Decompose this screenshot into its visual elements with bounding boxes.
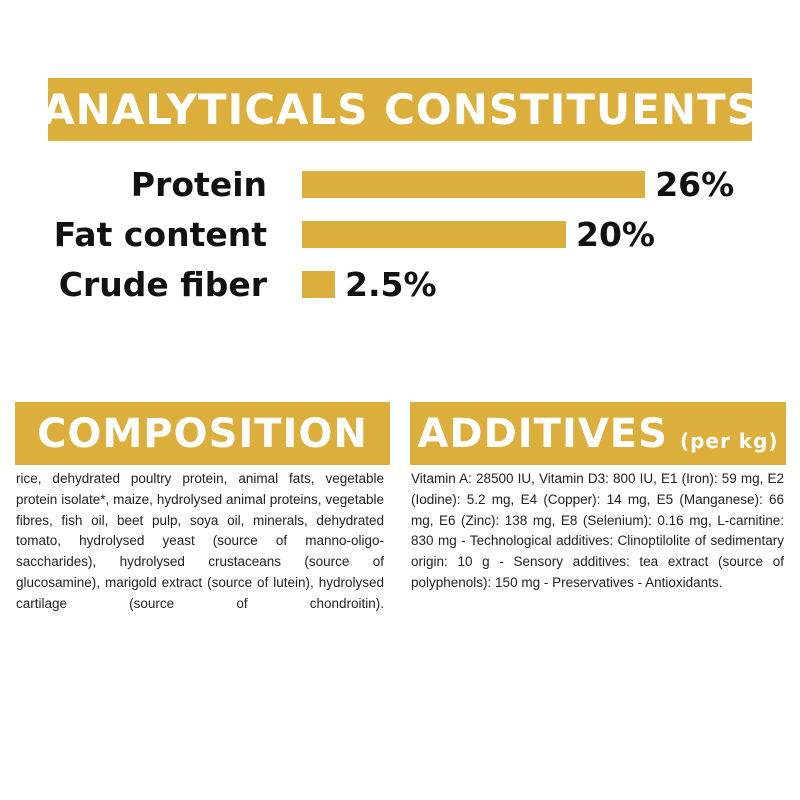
additives-banner: ADDITIVES (per kg) xyxy=(410,402,786,465)
additives-subtitle: (per kg) xyxy=(679,428,779,453)
category-label: Crude fiber xyxy=(58,265,267,304)
additives-title: ADDITIVES xyxy=(417,410,668,457)
bar xyxy=(302,171,646,198)
composition-banner: COMPOSITION xyxy=(15,402,390,465)
composition-text: rice, dehydrated poultry protein, animal… xyxy=(16,471,384,611)
bar xyxy=(302,271,335,298)
value-label: 20% xyxy=(576,215,655,254)
category-label: Fat content xyxy=(53,215,267,254)
bar xyxy=(302,221,566,248)
category-label: Protein xyxy=(130,165,267,204)
additives-text: Vitamin A: 28500 IU, Vitamin D3: 800 IU,… xyxy=(411,471,784,590)
value-label: 26% xyxy=(655,165,735,204)
value-label: 2.5% xyxy=(345,265,437,304)
title-banner: ANALYTICALS CONSTITUENTS xyxy=(42,78,757,141)
